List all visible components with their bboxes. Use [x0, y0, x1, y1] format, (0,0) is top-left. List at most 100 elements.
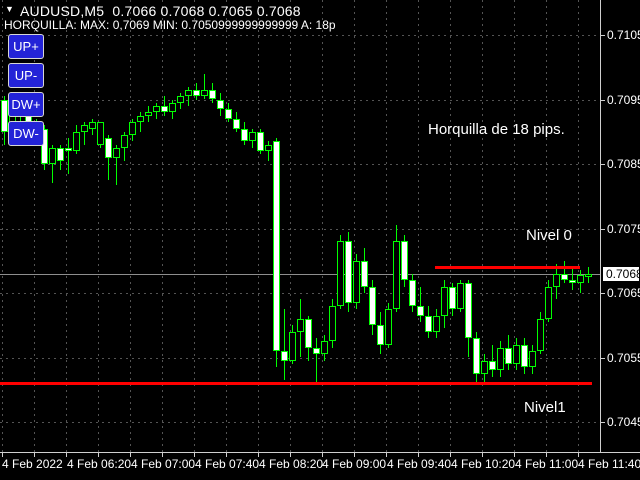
candle-body: [321, 341, 328, 355]
candle-body: [49, 147, 56, 164]
price-tick-label: 0.7085: [607, 157, 640, 171]
vertical-gridline: [2, 0, 3, 452]
price-tick-label: 0.7065: [607, 286, 640, 300]
dw-plus-button[interactable]: DW+: [8, 92, 44, 117]
current-price-label: 0.7068: [603, 266, 640, 281]
time-tick-label: 4 Feb 09:40: [387, 457, 452, 471]
time-tick: [34, 453, 35, 457]
candle-body: [513, 344, 520, 364]
candle-body: [65, 147, 72, 152]
ohlc-header: AUDUSD,M5 0.7066 0.7068 0.7065 0.7068: [20, 3, 301, 19]
candle-body: [289, 331, 296, 361]
time-tick: [130, 453, 131, 457]
time-tick-label: 4 Feb 06:20: [67, 457, 132, 471]
time-tick-label: 4 Feb 2022: [2, 457, 63, 471]
vertical-gridline: [162, 0, 163, 452]
candle-body: [81, 125, 88, 132]
vertical-gridline: [322, 0, 323, 452]
horizontal-gridline: [0, 293, 600, 294]
horizontal-gridline: [0, 164, 600, 165]
candle-wick: [188, 86, 189, 106]
candle-body: [465, 283, 472, 339]
price-tick: [601, 422, 605, 423]
price-tick: [601, 35, 605, 36]
candle-body: [529, 351, 536, 368]
candle-body: [305, 318, 312, 348]
price-tick-label: 0.7075: [607, 221, 640, 236]
candle-body: [353, 260, 360, 303]
candle-body: [97, 122, 104, 145]
candle-body: [249, 131, 256, 142]
candle-body: [361, 260, 368, 287]
time-tick: [2, 453, 3, 457]
candle-body: [129, 122, 136, 135]
vertical-gridline: [258, 0, 259, 452]
time-tick: [226, 453, 227, 457]
time-tick: [354, 453, 355, 457]
candle-body: [265, 144, 272, 152]
price-tick-label: 0.7095: [607, 92, 640, 107]
candle-body: [425, 315, 432, 332]
time-tick-label: 4 Feb 08:20: [259, 457, 324, 471]
candle-body: [377, 325, 384, 345]
vertical-gridline: [514, 0, 515, 452]
time-tick: [194, 453, 195, 457]
candle-body: [41, 128, 48, 164]
candle-body: [313, 347, 320, 355]
candle-body: [153, 105, 160, 113]
candle-wick: [316, 338, 317, 384]
candle-body: [201, 89, 208, 97]
candle-body: [345, 241, 352, 303]
time-tick: [418, 453, 419, 457]
candle-wick: [116, 144, 117, 185]
horizontal-gridline: [0, 357, 600, 359]
vertical-gridline: [578, 0, 579, 452]
candle-body: [121, 134, 128, 148]
time-tick-label: 4 Feb 07:40: [195, 457, 260, 471]
candle-body: [225, 109, 232, 119]
time-axis: 4 Feb 2022 4 Feb 06:20 4 Feb 07:00 4 Feb 07…: [0, 453, 640, 480]
price-axis: 0.7105 0.7095 0.7085 0.7075 0.7065 0.7055 0.70…: [601, 0, 640, 452]
up-plus-button[interactable]: UP+: [8, 34, 44, 59]
candle-wick: [284, 309, 285, 381]
candle-body: [433, 315, 440, 332]
candle-body: [409, 280, 416, 306]
vertical-gridline: [290, 0, 291, 452]
candle-body: [137, 115, 144, 123]
price-tick-label: 0.7045: [607, 415, 640, 429]
vertical-gridline: [130, 0, 131, 452]
time-tick: [66, 453, 67, 457]
time-tick-label: 4 Feb 10:20: [451, 457, 516, 471]
time-tick: [386, 453, 387, 457]
nivel0-label: Nivel 0: [526, 227, 572, 244]
price-tick-label: 0.7055: [607, 350, 640, 365]
price-axis-border: [600, 0, 601, 452]
candle-wick: [84, 122, 85, 145]
time-tick: [546, 453, 547, 457]
candle-body: [241, 128, 248, 142]
vertical-gridline: [450, 0, 451, 452]
vertical-gridline: [546, 0, 547, 452]
candle-body: [401, 241, 408, 281]
candle-body: [553, 273, 560, 287]
price-tick-label: 0.7105: [607, 28, 640, 42]
vertical-gridline: [418, 0, 419, 452]
up-minus-button[interactable]: UP-: [8, 63, 44, 88]
vertical-gridline: [98, 0, 99, 452]
vertical-gridline: [226, 0, 227, 452]
chart-canvas[interactable]: [0, 0, 600, 452]
horizontal-gridline: [0, 35, 600, 36]
price-tick: [601, 164, 605, 165]
level-line: [435, 266, 580, 270]
candle-body: [185, 89, 192, 97]
candle-body: [441, 286, 448, 316]
time-tick: [98, 453, 99, 457]
candle-body: [233, 118, 240, 129]
horizontal-gridline: [0, 99, 600, 101]
candle-body: [393, 241, 400, 310]
dw-minus-button[interactable]: DW-: [8, 121, 44, 146]
symbol-dropdown-icon[interactable]: ▼: [5, 4, 14, 14]
level-line: [0, 382, 592, 386]
candle-wick: [68, 138, 69, 174]
